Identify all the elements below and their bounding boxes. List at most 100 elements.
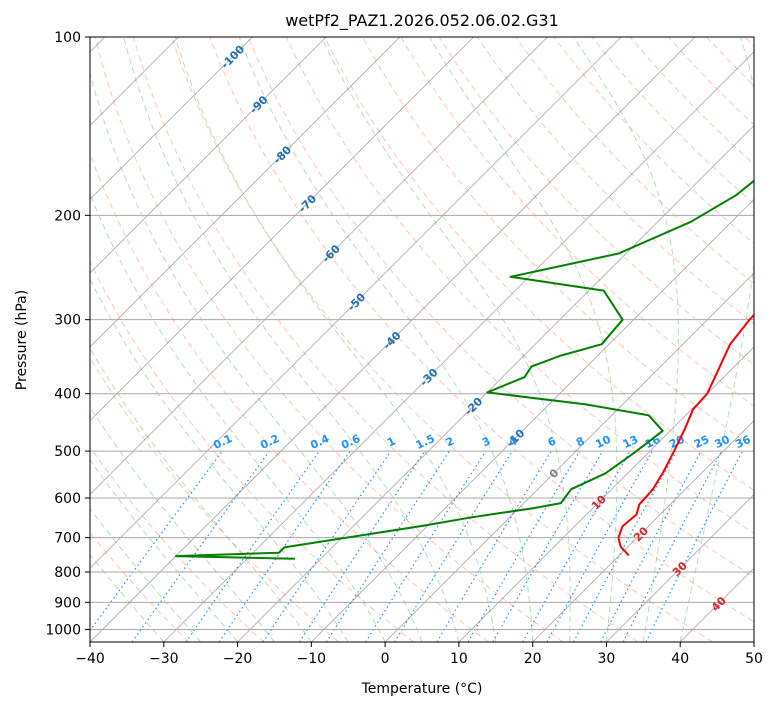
dry-adiabat [132,37,639,642]
mixing-ratio-labels: 0.1 0.2 0.4 0.6 1 1.5 2 3 4 6 8 10 13 16 20 25 30 36 [211,432,753,452]
x-tick-label: −30 [149,651,179,667]
y-tick-label: 100 [54,30,81,46]
mixing-ratio-label: 3 [480,434,492,449]
moist-adiabat [573,37,679,642]
moist-adiabat [90,347,312,642]
profile-lines [174,179,754,560]
mixing-ratio-label: 0.6 [339,432,362,452]
moist-adiabat [679,37,754,642]
mixing-ratio-line [325,450,450,642]
mixing-ratio-label: 0.1 [211,432,234,452]
dry-adiabat [706,37,754,87]
isotherm-line [311,198,754,642]
x-tick-label: 20 [524,651,542,667]
dry-adiabat [90,356,339,642]
mixing-ratio-line [600,450,702,642]
x-tick-label: 10 [450,651,468,667]
isotherm-line [90,37,401,348]
temperature-line [617,313,754,557]
dry-adiabat [553,37,754,245]
moist-adiabat [174,37,497,642]
moist-adiabat [90,507,202,642]
isotherm-label: -50 [345,290,368,313]
grid [90,37,754,642]
dry-adiabat [476,37,754,325]
moist-adiabat [90,406,275,642]
x-tick-label: −10 [297,651,327,667]
mixing-ratio-line [365,450,487,642]
isotherm-line [679,567,754,642]
mixing-ratio-label: 1.5 [414,432,437,452]
isotherm-line [90,37,548,496]
isotherm-line [90,37,253,200]
x-tick-label: 40 [671,651,689,667]
dry-adiabat [744,37,754,47]
isotherm-label: -30 [417,366,440,389]
dry-adiabat [209,37,754,623]
mixing-ratio-label: 16 [643,433,663,451]
moist-adiabat [90,278,349,642]
y-tick-label: 1000 [45,622,81,638]
dry-adiabat [90,446,265,642]
isotherm-label: 10 [589,492,609,512]
y-tick-label: 200 [54,208,81,224]
mixing-ratio-label: 25 [692,433,711,451]
moist-adiabat [90,71,423,642]
dry-adiabat [247,37,754,578]
mixing-ratio-line [218,450,351,642]
moist-adiabat [90,459,238,642]
dry-adiabat [667,37,754,126]
dry-adiabat [90,260,414,642]
isotherm-line [606,493,754,642]
mixing-ratio-label: 36 [733,433,753,451]
x-tick-label: 30 [598,651,616,667]
mixing-ratio-line [394,450,513,642]
dry-adiabat [591,37,754,205]
dewpoint-line [174,179,754,560]
isotherm-line [90,37,327,274]
y-tick-label: 900 [54,595,81,611]
mixing-ratio-label: 0.4 [308,432,331,452]
mixing-ratio-line [262,450,392,642]
x-tick-label: −40 [75,651,105,667]
mixing-ratio-label: 20 [667,433,687,451]
moist-adiabat [123,37,460,642]
isotherm-line [163,51,754,642]
mixing-ratio-line [131,450,270,642]
dry-adiabat [323,37,754,491]
x-axis-title: Temperature (°C) [361,681,483,697]
isotherm-line [384,272,754,642]
mixing-ratio-label: 10 [593,433,613,451]
plot-frame [89,36,755,643]
dry-adiabat [629,37,754,165]
mixing-ratio-label: 1 [385,434,397,449]
background-lines [90,37,754,642]
dry-adiabat [171,37,713,642]
moist-adiabat [320,37,571,642]
mixing-ratio-line [90,450,223,632]
mixing-ratio-line [185,450,320,642]
mixing-ratio-label: 0.2 [258,432,281,452]
isotherm-line [90,37,696,642]
moist-adiabat [90,553,165,642]
x-axis: −40 −30 −20 −10 0 10 20 30 40 50 [75,642,763,667]
x-tick-label: 0 [381,651,390,667]
dry-adiabat [515,37,754,285]
mixing-ratio-line [546,450,653,642]
isotherm-label: 30 [670,559,690,579]
isotherm-line [237,124,754,642]
x-tick-label: −20 [223,651,253,667]
mixing-ratio-label: 6 [546,434,559,449]
isotherm-label: 40 [709,594,729,614]
y-axis-title: Pressure (hPa) [14,290,30,390]
mixing-ratio-label: 13 [621,433,640,451]
moist-adiabat [90,192,386,642]
y-tick-label: 300 [54,313,81,329]
isotherm-line [90,37,622,569]
mixing-ratio-line [467,450,581,642]
dry-adiabat [285,37,754,535]
moist-adiabat [429,37,618,642]
isotherm-label: -40 [380,329,403,352]
